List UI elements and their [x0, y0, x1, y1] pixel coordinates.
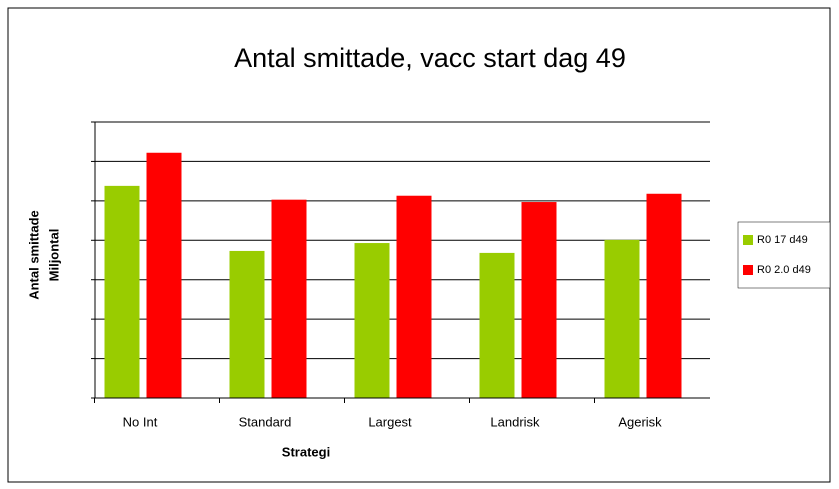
y-axis-title: Miljontal [46, 229, 61, 282]
bar [271, 199, 307, 398]
bar [229, 250, 265, 398]
legend-box [737, 221, 831, 289]
bar [604, 239, 640, 398]
bar [146, 152, 182, 398]
bar [479, 252, 515, 398]
bar [521, 202, 557, 398]
x-tick-label: Agerisk [618, 414, 662, 429]
legend-swatch [743, 265, 753, 275]
x-tick-label: Standard [239, 414, 292, 429]
legend-label: R0 2.0 d49 [757, 264, 811, 276]
y-axis-title: Antal smittade [26, 210, 41, 300]
chart-title: Antal smittade, vacc start dag 49 [234, 43, 626, 73]
bar [396, 195, 432, 398]
bar [646, 193, 682, 398]
x-tick-label: Largest [368, 414, 412, 429]
legend-label: R0 17 d49 [757, 234, 808, 246]
x-axis-title: Strategi [282, 444, 330, 459]
legend-swatch [743, 235, 753, 245]
bar [354, 243, 390, 398]
x-tick-label: No Int [123, 414, 158, 429]
x-tick-label: Landrisk [490, 414, 540, 429]
bar [104, 185, 140, 398]
